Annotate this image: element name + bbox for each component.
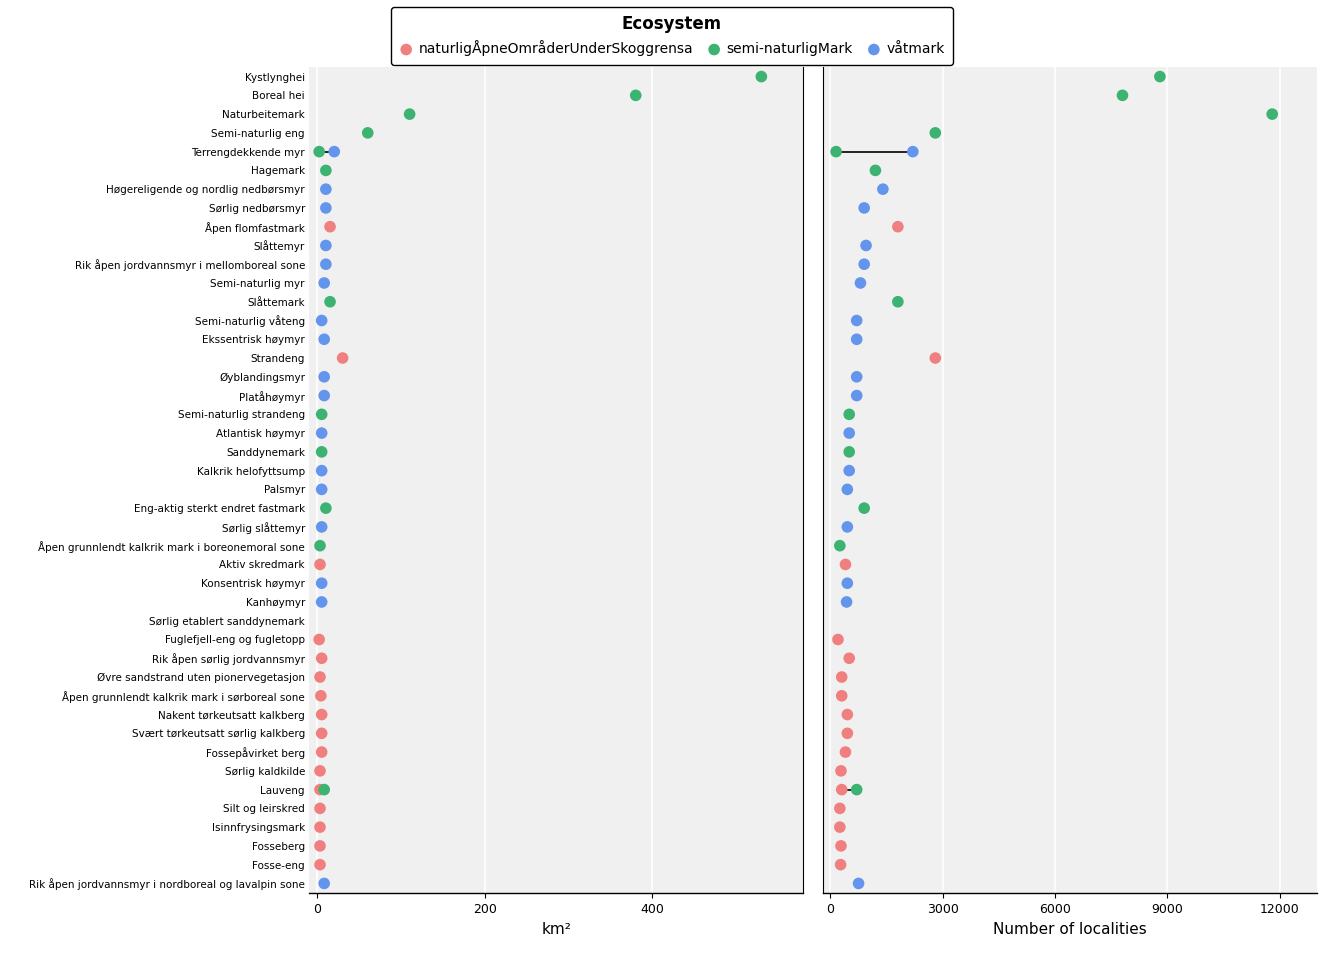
- Point: [314, 201, 336, 216]
- Point: [845, 369, 867, 384]
- Point: [314, 238, 336, 253]
- Point: [309, 763, 331, 779]
- Point: [314, 162, 336, 178]
- Point: [829, 801, 851, 816]
- Point: [320, 294, 341, 309]
- Point: [310, 313, 332, 328]
- Point: [358, 125, 379, 140]
- X-axis label: Number of localities: Number of localities: [993, 923, 1146, 938]
- Point: [887, 219, 909, 234]
- Point: [839, 651, 860, 666]
- Point: [829, 820, 851, 835]
- Point: [872, 181, 894, 197]
- Point: [1149, 69, 1171, 84]
- Point: [864, 162, 886, 178]
- Point: [310, 707, 332, 722]
- Point: [750, 69, 771, 84]
- Point: [849, 276, 871, 291]
- Point: [309, 538, 331, 553]
- Point: [831, 669, 852, 684]
- Point: [313, 276, 335, 291]
- Point: [835, 557, 856, 572]
- Point: [845, 781, 867, 797]
- Point: [839, 407, 860, 422]
- Point: [845, 331, 867, 347]
- Point: [845, 388, 867, 403]
- Point: [313, 876, 335, 891]
- Point: [313, 781, 335, 797]
- Point: [831, 838, 852, 853]
- Point: [836, 519, 857, 535]
- Point: [827, 632, 848, 647]
- Point: [309, 557, 331, 572]
- Point: [853, 500, 875, 516]
- Point: [309, 801, 331, 816]
- Point: [310, 482, 332, 497]
- Point: [835, 744, 856, 759]
- Point: [399, 107, 421, 122]
- Point: [310, 444, 332, 460]
- Point: [324, 144, 345, 159]
- Point: [831, 688, 852, 704]
- Point: [310, 425, 332, 441]
- Legend: naturligÅpneOmråderUnderSkoggrensa, semi-naturligMark, våtmark: naturligÅpneOmråderUnderSkoggrensa, semi…: [391, 7, 953, 64]
- Point: [836, 575, 857, 590]
- Point: [310, 594, 332, 610]
- Point: [314, 500, 336, 516]
- Point: [310, 651, 332, 666]
- Point: [310, 407, 332, 422]
- Point: [1111, 87, 1133, 103]
- Point: [836, 594, 857, 610]
- Point: [308, 632, 329, 647]
- Point: [836, 726, 857, 741]
- Point: [332, 350, 353, 366]
- Point: [313, 369, 335, 384]
- Point: [829, 857, 851, 873]
- Point: [310, 463, 332, 478]
- Point: [625, 87, 646, 103]
- Point: [309, 838, 331, 853]
- Point: [310, 744, 332, 759]
- Point: [313, 388, 335, 403]
- Point: [925, 125, 946, 140]
- Point: [825, 144, 847, 159]
- Point: [308, 144, 329, 159]
- Point: [309, 669, 331, 684]
- Point: [314, 256, 336, 272]
- Point: [839, 463, 860, 478]
- Point: [845, 313, 867, 328]
- X-axis label: km²: km²: [542, 923, 571, 938]
- Point: [853, 256, 875, 272]
- Point: [309, 857, 331, 873]
- Point: [310, 726, 332, 741]
- Point: [887, 294, 909, 309]
- Point: [314, 181, 336, 197]
- Point: [902, 144, 923, 159]
- Point: [829, 538, 851, 553]
- Point: [836, 482, 857, 497]
- Point: [831, 763, 852, 779]
- Point: [309, 820, 331, 835]
- Point: [831, 781, 852, 797]
- Point: [853, 201, 875, 216]
- Point: [1262, 107, 1284, 122]
- Point: [313, 331, 335, 347]
- Point: [309, 781, 331, 797]
- Point: [310, 575, 332, 590]
- Point: [855, 238, 876, 253]
- Point: [320, 219, 341, 234]
- Point: [925, 350, 946, 366]
- Point: [839, 444, 860, 460]
- Point: [836, 707, 857, 722]
- Point: [310, 519, 332, 535]
- Point: [839, 425, 860, 441]
- Point: [848, 876, 870, 891]
- Point: [310, 688, 332, 704]
